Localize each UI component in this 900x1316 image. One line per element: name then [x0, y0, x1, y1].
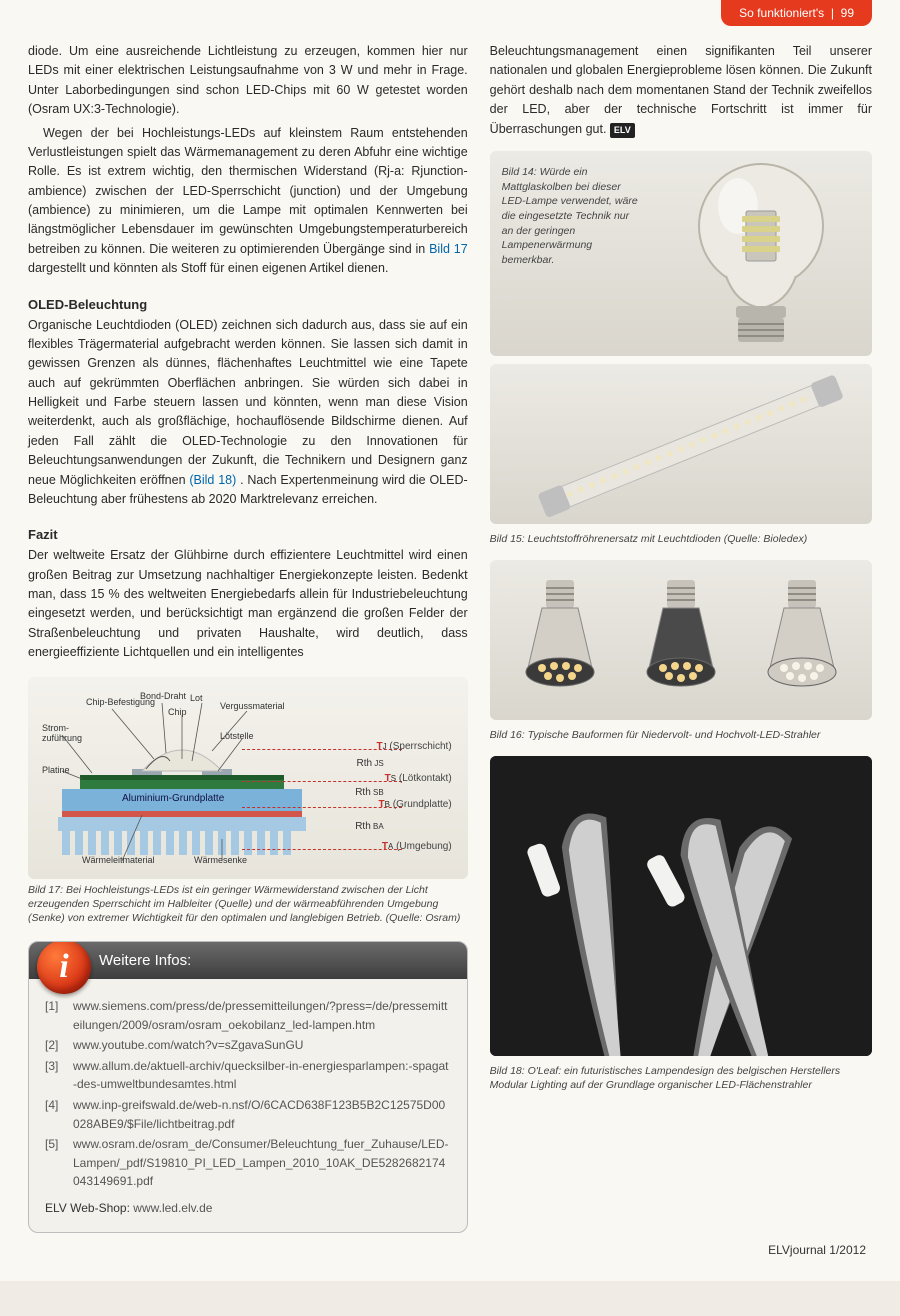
info-icon: [37, 941, 91, 994]
reference-link[interactable]: www.allum.de/aktuell-archiv/quecksilber-…: [73, 1057, 451, 1094]
ref-bild17[interactable]: Bild 17: [429, 242, 468, 256]
ref-bild18[interactable]: (Bild 18): [189, 473, 236, 487]
heading-oled: OLED-Beleuchtung: [28, 297, 468, 312]
reference-link[interactable]: www.siemens.com/press/de/pressemitteilun…: [73, 997, 451, 1034]
paragraph-3: Organische Leuchtdioden (OLED) zeichnen …: [28, 316, 468, 510]
reference-link[interactable]: www.osram.de/osram_de/Consumer/Beleuchtu…: [73, 1135, 451, 1191]
figure-17-caption: Bild 17: Bei Hochleistungs-LEDs ist ein …: [28, 883, 468, 926]
reference-index: [4]: [45, 1096, 73, 1133]
figure-16: [490, 560, 872, 720]
reference-index: [5]: [45, 1135, 73, 1191]
thermal-diagram-icon: [42, 689, 332, 864]
reference-item: [2] www.youtube.com/watch?v=sZgavaSunGU: [45, 1036, 451, 1055]
info-box-header: Weitere Infos:: [29, 942, 467, 979]
bulb-icon: [676, 156, 846, 351]
paragraph-4: Der weltweite Ersatz der Glühbirne durch…: [28, 546, 468, 662]
figure-17-diagram: Chip-BefestigungBond-DrahtLotChipVerguss…: [28, 677, 468, 879]
header-tab: So funktioniert's | 99: [721, 0, 872, 26]
reference-index: [3]: [45, 1057, 73, 1094]
heading-fazit: Fazit: [28, 527, 468, 542]
info-box: Weitere Infos: [1] www.siemens.com/press…: [28, 941, 468, 1233]
elv-badge: ELV: [610, 123, 635, 139]
footer-journal: ELVjournal 1/2012: [28, 1233, 872, 1261]
figure-15: [490, 364, 872, 524]
figure-16-caption: Bild 16: Typische Bauformen für Niedervo…: [490, 728, 872, 742]
led-spot-icon: [626, 576, 736, 706]
header-page: 99: [841, 6, 854, 20]
reference-item: [5] www.osram.de/osram_de/Consumer/Beleu…: [45, 1135, 451, 1191]
led-tube-icon: [501, 369, 861, 519]
webshop-link[interactable]: www.led.elv.de: [133, 1201, 212, 1215]
led-spot-icon: [505, 576, 615, 706]
figure-18: [490, 756, 872, 1056]
figure-18-caption: Bild 18: O'Leaf: ein futuristisches Lamp…: [490, 1064, 872, 1092]
paragraph-1: diode. Um eine ausreichende Lichtleistun…: [28, 42, 468, 120]
reference-link[interactable]: www.inp-greifswald.de/web-n.nsf/O/6CACD6…: [73, 1096, 451, 1133]
reference-index: [2]: [45, 1036, 73, 1055]
reference-item: [4] www.inp-greifswald.de/web-n.nsf/O/6C…: [45, 1096, 451, 1133]
paragraph-2: Wegen der bei Hochleistungs-LEDs auf kle…: [28, 124, 468, 279]
header-section: So funktioniert's: [739, 6, 824, 20]
figure-14-caption: Bild 14: Würde ein Mattglaskolben bei di…: [490, 151, 651, 356]
led-spot-icon: [747, 576, 857, 706]
webshop-row: ELV Web-Shop: www.led.elv.de: [45, 1199, 451, 1218]
figure-14: Bild 14: Würde ein Mattglaskolben bei di…: [490, 151, 872, 356]
webshop-label: ELV Web-Shop:: [45, 1201, 130, 1215]
reference-link[interactable]: www.youtube.com/watch?v=sZgavaSunGU: [73, 1036, 303, 1055]
figure-15-caption: Bild 15: Leuchtstoffröhrenersatz mit Leu…: [490, 532, 872, 546]
info-title: Weitere Infos:: [99, 952, 191, 969]
reference-item: [1] www.siemens.com/press/de/pressemitte…: [45, 997, 451, 1034]
reference-item: [3] www.allum.de/aktuell-archiv/quecksil…: [45, 1057, 451, 1094]
reference-index: [1]: [45, 997, 73, 1034]
oleaf-lamp-icon: [490, 756, 872, 1056]
paragraph-right: Beleuchtungsmanagement einen signifikant…: [490, 42, 872, 139]
